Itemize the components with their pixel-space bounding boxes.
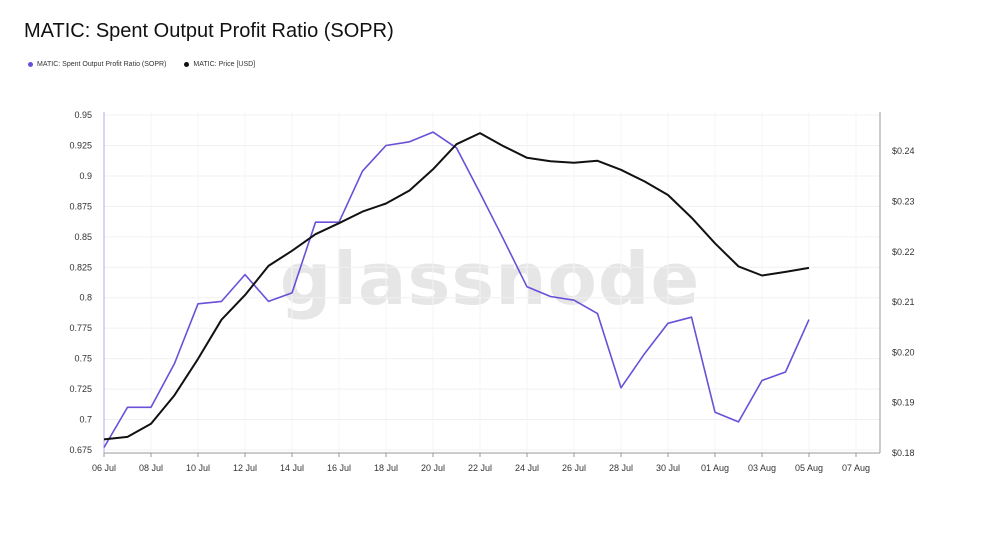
x-tick-label: 03 Aug (748, 463, 776, 473)
y-right-tick-label: $0.18 (892, 448, 915, 458)
x-tick-label: 16 Jul (327, 463, 351, 473)
y-left-tick-label: 0.8 (79, 293, 92, 303)
x-tick-label: 08 Jul (139, 463, 163, 473)
series-line-sopr (103, 131, 810, 448)
x-tick-label: 22 Jul (468, 463, 492, 473)
y-right-tick-label: $0.24 (892, 146, 915, 156)
y-axis-left-ticks: 0.95 0.925 0.9 0.875 0.85 0.825 0.8 0.775 0.75 0.… (69, 110, 92, 455)
y-right-tick-label: $0.23 (892, 197, 915, 207)
y-left-tick-label: 0.85 (74, 232, 92, 242)
legend-swatch-price (184, 62, 190, 67)
series-line-price (103, 132, 810, 441)
x-tick-label: 12 Jul (233, 463, 257, 473)
x-tick-label: 14 Jul (280, 463, 304, 473)
y-right-tick-label: $0.19 (892, 398, 915, 408)
legend-item-sopr[interactable]: MATIC: Spent Output Profit Ratio (SOPR) (28, 61, 166, 68)
x-tick-label: 07 Aug (842, 463, 870, 473)
x-axis-ticks: 06 Jul 08 Jul 10 Jul 12 Jul 14 Jul 16 Jul 18 J… (92, 453, 870, 473)
legend: MATIC: Spent Output Profit Ratio (SOPR) … (28, 61, 255, 68)
y-left-tick-label: 0.95 (74, 110, 92, 120)
y-left-tick-label: 0.75 (74, 354, 92, 364)
watermark: glassnode (280, 237, 701, 321)
y-right-tick-label: $0.21 (892, 297, 915, 307)
x-tick-label: 18 Jul (374, 463, 398, 473)
axes (103, 112, 881, 454)
y-left-tick-label: 0.875 (69, 201, 92, 211)
y-left-tick-label: 0.7 (79, 415, 92, 425)
y-right-tick-label: $0.20 (892, 347, 915, 357)
chart-title: MATIC: Spent Output Profit Ratio (SOPR) (24, 20, 394, 42)
y-left-tick-label: 0.9 (79, 171, 92, 181)
legend-item-price[interactable]: MATIC: Price [USD] (184, 61, 255, 68)
x-tick-label: 30 Jul (656, 463, 680, 473)
y-axis-right-ticks: $0.24 $0.23 $0.22 $0.21 $0.20 $0.19 $0.18 (892, 146, 915, 458)
y-left-tick-label: 0.675 (69, 445, 92, 455)
gridlines (103, 112, 880, 453)
x-tick-label: 10 Jul (186, 463, 210, 473)
legend-label-price: MATIC: Price [USD] (193, 61, 256, 68)
x-tick-label: 05 Aug (795, 463, 823, 473)
x-tick-label: 20 Jul (421, 463, 445, 473)
legend-label-sopr: MATIC: Spent Output Profit Ratio (SOPR) (37, 61, 167, 68)
y-left-tick-label: 0.725 (69, 384, 92, 394)
x-tick-label: 24 Jul (515, 463, 539, 473)
series-lines (103, 131, 810, 448)
x-tick-label: 06 Jul (92, 463, 116, 473)
x-tick-label: 01 Aug (701, 463, 729, 473)
y-left-tick-label: 0.925 (69, 140, 92, 150)
y-left-tick-label: 0.825 (69, 262, 92, 272)
x-tick-label: 26 Jul (562, 463, 586, 473)
x-tick-label: 28 Jul (609, 463, 633, 473)
legend-swatch-sopr (28, 62, 33, 67)
y-right-tick-label: $0.22 (892, 247, 915, 257)
y-left-tick-label: 0.775 (69, 323, 92, 333)
